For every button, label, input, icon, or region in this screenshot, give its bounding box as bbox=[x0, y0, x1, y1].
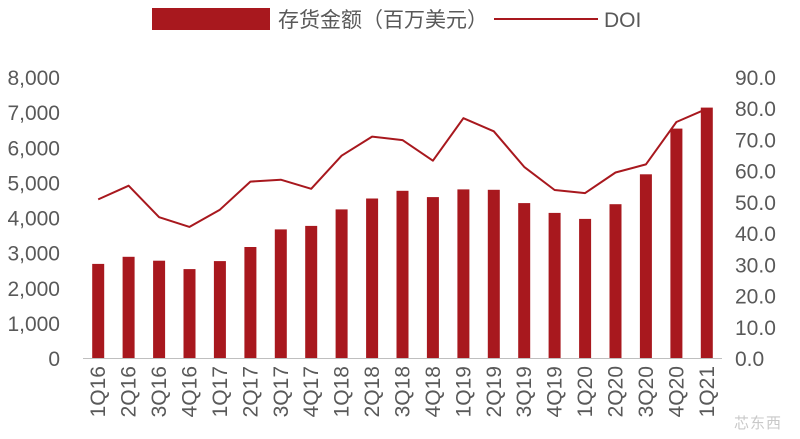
inventory-bar bbox=[457, 189, 470, 358]
x-tick-label: 4Q18 bbox=[422, 366, 445, 417]
x-tick-label: 1Q17 bbox=[209, 366, 232, 417]
inventory-bar bbox=[639, 174, 652, 358]
legend-swatch-inventory bbox=[152, 8, 270, 30]
x-tick-label: 4Q17 bbox=[300, 366, 323, 417]
legend-label-inventory: 存货金额（百万美元） bbox=[278, 9, 488, 32]
x-tick-label: 2Q17 bbox=[239, 366, 262, 417]
left-tick-label: 4,000 bbox=[7, 208, 60, 231]
inventory-bars bbox=[92, 107, 713, 358]
inventory-bar bbox=[335, 209, 348, 358]
right-tick-label: 80.0 bbox=[735, 98, 776, 121]
x-tick-label: 4Q16 bbox=[179, 366, 202, 417]
inventory-bar bbox=[487, 189, 500, 358]
legend: 存货金额（百万美元） DOI bbox=[152, 8, 641, 32]
inventory-bar bbox=[274, 229, 287, 358]
right-tick-label: 50.0 bbox=[735, 192, 776, 215]
x-tick-label: 1Q16 bbox=[87, 366, 110, 417]
x-tick-label: 3Q18 bbox=[392, 366, 415, 417]
inventory-bar bbox=[213, 261, 226, 358]
left-tick-label: 8,000 bbox=[7, 67, 60, 90]
right-tick-label: 70.0 bbox=[735, 129, 776, 152]
right-tick-label: 40.0 bbox=[735, 223, 776, 246]
right-tick-label: 90.0 bbox=[735, 67, 776, 90]
x-axis: 1Q16 2Q16 3Q16 4Q16 1Q17 2Q17 3Q17 4Q17 1Q18 2Q18… bbox=[83, 358, 722, 417]
left-tick-label: 1,000 bbox=[7, 313, 60, 336]
right-tick-label: 60.0 bbox=[735, 161, 776, 184]
x-tick-label: 4Q19 bbox=[544, 366, 567, 417]
inventory-bar bbox=[396, 190, 409, 358]
right-tick-label: 30.0 bbox=[735, 254, 776, 277]
x-tick-label: 3Q16 bbox=[148, 366, 171, 417]
x-tick-label: 2Q19 bbox=[483, 366, 506, 417]
x-tick-label: 2Q20 bbox=[605, 366, 628, 417]
inventory-bar bbox=[366, 198, 379, 358]
doi-line-series bbox=[97, 107, 708, 228]
inventory-bar bbox=[92, 263, 105, 358]
doi-line bbox=[97, 107, 708, 228]
inventory-bar bbox=[548, 212, 561, 358]
left-tick-label: 2,000 bbox=[7, 278, 60, 301]
inventory-bar bbox=[518, 203, 531, 358]
inventory-bar bbox=[122, 256, 135, 358]
inventory-bar bbox=[609, 204, 622, 358]
inventory-bar bbox=[305, 225, 318, 358]
left-tick-label: 3,000 bbox=[7, 243, 60, 266]
left-tick-label: 0 bbox=[48, 348, 60, 371]
right-tick-label: 0.0 bbox=[735, 348, 764, 371]
right-y-axis: 0.0 10.0 20.0 30.0 40.0 50.0 60.0 70.0 80.0 90.0 bbox=[735, 67, 776, 371]
x-tick-label: 2Q16 bbox=[118, 366, 141, 417]
right-tick-label: 10.0 bbox=[735, 317, 776, 340]
x-tick-label: 4Q20 bbox=[665, 366, 688, 417]
left-y-axis: 0 1,000 2,000 3,000 4,000 5,000 6,000 7,000 8,00… bbox=[7, 67, 60, 371]
inventory-bar bbox=[700, 107, 713, 358]
left-tick-label: 6,000 bbox=[7, 137, 60, 160]
inventory-bar bbox=[183, 269, 196, 358]
x-tick-label: 1Q20 bbox=[574, 366, 597, 417]
x-tick-label: 3Q19 bbox=[513, 366, 536, 417]
watermark: 芯东西 bbox=[733, 414, 782, 432]
x-tick-label: 3Q20 bbox=[635, 366, 658, 417]
right-tick-label: 20.0 bbox=[735, 286, 776, 309]
inventory-bar bbox=[579, 218, 592, 358]
inventory-bar bbox=[670, 128, 683, 358]
legend-label-doi: DOI bbox=[604, 9, 641, 32]
x-tick-label: 1Q18 bbox=[331, 366, 354, 417]
x-tick-label: 1Q19 bbox=[452, 366, 475, 417]
left-tick-label: 7,000 bbox=[7, 102, 60, 125]
inventory-bar bbox=[426, 197, 439, 358]
left-tick-label: 5,000 bbox=[7, 172, 60, 195]
x-tick-label: 3Q17 bbox=[270, 366, 293, 417]
x-tick-label: 1Q21 bbox=[696, 366, 719, 417]
inventory-bar bbox=[244, 247, 257, 358]
x-tick-label: 2Q18 bbox=[361, 366, 384, 417]
inventory-bar bbox=[153, 260, 166, 358]
